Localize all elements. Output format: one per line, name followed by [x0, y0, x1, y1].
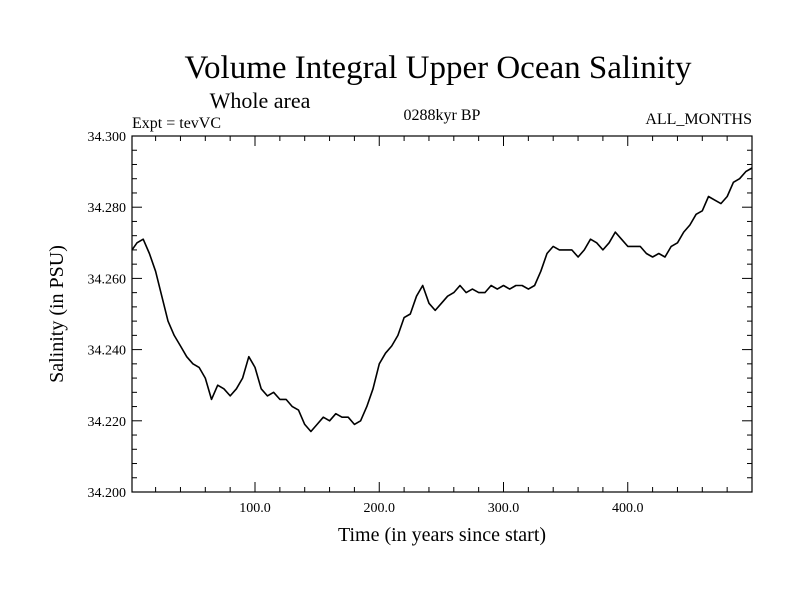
- y-tick-label: 34.300: [88, 130, 127, 145]
- x-tick-label: 300.0: [488, 501, 520, 516]
- y-tick-labels: 34.200 34.220 34.240 34.260 34.280 34.300: [88, 130, 127, 501]
- months-label: ALL_MONTHS: [645, 111, 752, 128]
- y-tick-label: 34.280: [88, 201, 127, 216]
- chart-subtitle: Whole area: [210, 88, 311, 113]
- x-tick-labels: 100.0 200.0 300.0 400.0: [239, 501, 643, 516]
- x-tick-label: 200.0: [364, 501, 396, 516]
- y-tick-label: 34.260: [88, 272, 127, 287]
- plot-frame: [131, 135, 753, 493]
- salinity-series-line: [131, 167, 753, 433]
- chart-title: Volume Integral Upper Ocean Salinity: [184, 50, 692, 86]
- x-tick-label: 100.0: [239, 501, 271, 516]
- y-axis-label: Salinity (in PSU): [46, 245, 68, 383]
- y-tick-label: 34.200: [88, 486, 127, 501]
- x-axis-label: Time (in years since start): [338, 524, 546, 546]
- period-label: 0288kyr BP: [404, 107, 481, 124]
- y-tick-label: 34.240: [88, 344, 127, 359]
- tick-marks: [132, 136, 752, 492]
- experiment-label: Expt = tevVC: [132, 115, 221, 132]
- x-tick-label: 400.0: [612, 501, 644, 516]
- y-tick-label: 34.220: [88, 415, 127, 430]
